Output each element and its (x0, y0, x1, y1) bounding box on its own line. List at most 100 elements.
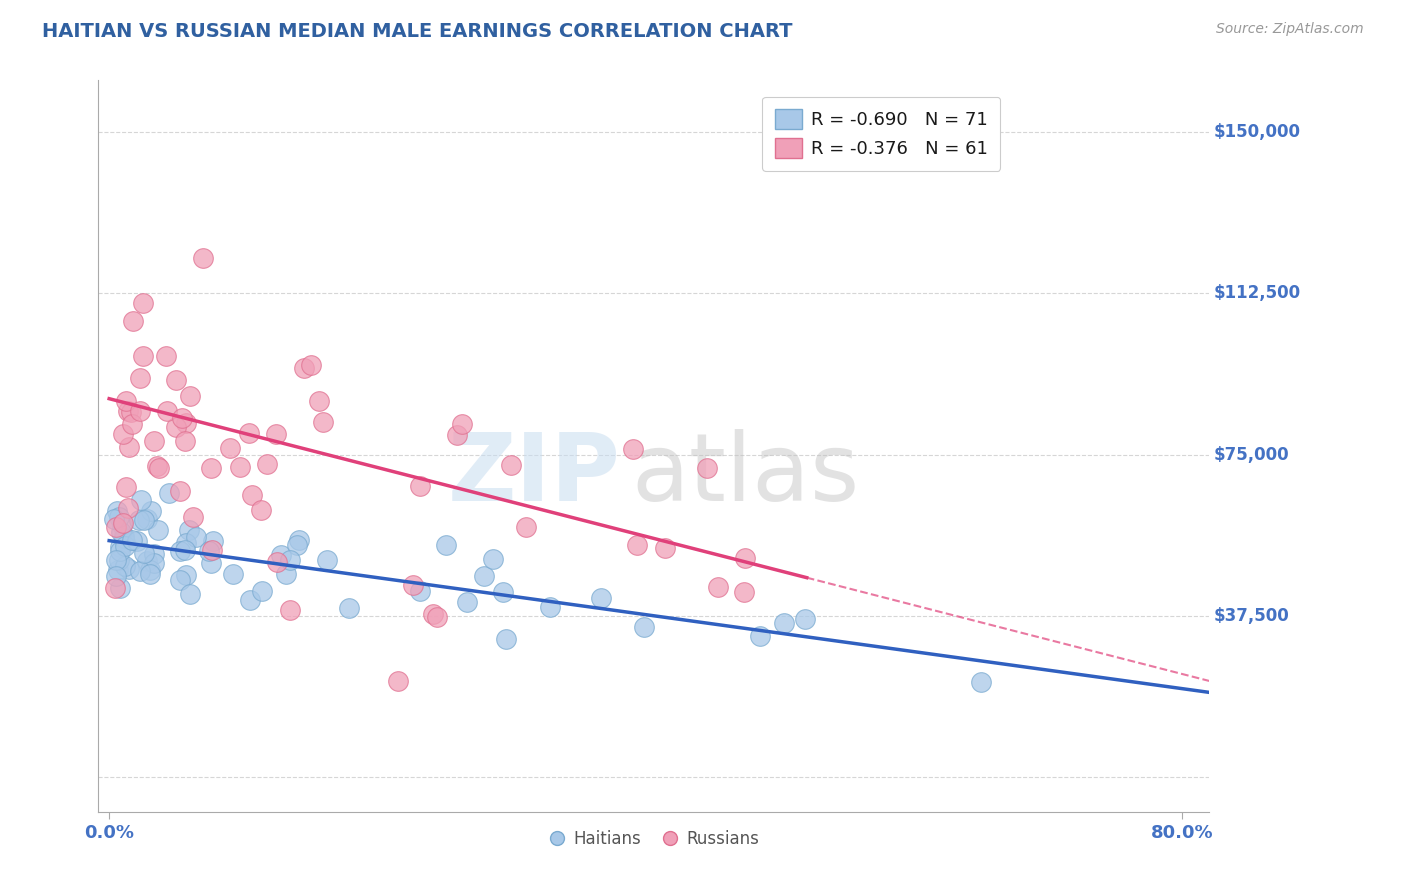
Point (112, 427, 135, 442)
Point (626, 538, 648, 552)
Point (111, 518, 134, 533)
Point (621, 442, 644, 456)
Point (748, 629, 770, 643)
Point (287, 533, 309, 547)
Point (219, 441, 242, 455)
Point (174, 536, 197, 550)
Point (200, 556, 222, 570)
Point (155, 349, 177, 363)
Point (105, 569, 128, 583)
Point (492, 585, 515, 599)
Point (143, 434, 166, 448)
Point (456, 595, 478, 609)
Point (733, 585, 755, 599)
Text: $150,000: $150,000 (1213, 123, 1301, 141)
Point (174, 567, 197, 582)
Point (250, 502, 273, 516)
Point (139, 563, 162, 577)
Point (793, 612, 815, 626)
Point (118, 562, 141, 576)
Point (179, 388, 201, 402)
Point (266, 426, 288, 441)
Point (117, 500, 139, 515)
Point (276, 567, 298, 582)
Point (191, 251, 214, 265)
Point (200, 461, 222, 475)
Point (292, 360, 315, 375)
Point (633, 619, 655, 633)
Point (131, 493, 153, 508)
Point (266, 556, 288, 570)
Point (139, 503, 162, 517)
Point (129, 371, 152, 385)
Point (156, 403, 179, 417)
Point (174, 543, 197, 558)
Point (125, 533, 148, 548)
Point (104, 581, 127, 595)
Point (179, 523, 201, 537)
Point (132, 349, 155, 363)
Point (285, 538, 308, 552)
Point (337, 601, 360, 615)
Point (409, 479, 432, 493)
Point (451, 417, 474, 431)
Point (157, 486, 180, 500)
Point (312, 416, 335, 430)
Point (110, 581, 132, 595)
Point (129, 564, 152, 578)
Text: atlas: atlas (631, 429, 860, 521)
Point (422, 607, 444, 621)
Point (316, 553, 339, 567)
Text: ZIP: ZIP (447, 429, 620, 521)
Y-axis label: Median Male Earnings: Median Male Earnings (0, 362, 7, 530)
Point (495, 632, 517, 646)
Point (142, 547, 165, 561)
Point (104, 520, 127, 534)
Point (114, 559, 136, 574)
Point (221, 566, 243, 581)
Point (499, 458, 522, 472)
Point (278, 603, 301, 617)
Point (132, 295, 155, 310)
Point (165, 373, 187, 387)
Point (270, 548, 292, 562)
Point (256, 457, 278, 471)
Point (198, 543, 221, 558)
Point (538, 600, 561, 615)
Legend: Haitians, Russians: Haitians, Russians (541, 823, 766, 855)
Point (107, 510, 129, 524)
Point (186, 530, 208, 544)
Point (117, 404, 139, 418)
Point (446, 428, 468, 442)
Point (114, 539, 136, 553)
Point (112, 529, 135, 543)
Point (181, 509, 204, 524)
Point (136, 554, 159, 568)
Point (115, 393, 138, 408)
Point (169, 484, 191, 499)
Point (239, 593, 262, 607)
Point (696, 461, 718, 475)
Text: $75,000: $75,000 (1213, 446, 1289, 464)
Point (139, 566, 162, 581)
Point (103, 512, 125, 526)
Point (472, 569, 495, 583)
Point (172, 411, 194, 425)
Text: Source: ZipAtlas.com: Source: ZipAtlas.com (1216, 22, 1364, 37)
Point (970, 675, 993, 690)
Point (142, 556, 165, 570)
Point (174, 416, 197, 430)
Point (252, 584, 274, 599)
Point (772, 616, 794, 631)
Point (146, 523, 169, 537)
Point (121, 533, 143, 547)
Point (165, 420, 187, 434)
Point (654, 541, 676, 556)
Point (589, 591, 612, 605)
Point (110, 525, 132, 540)
Point (118, 441, 141, 455)
Point (482, 552, 505, 566)
Point (115, 480, 138, 494)
Text: $112,500: $112,500 (1213, 285, 1301, 302)
Point (299, 358, 322, 372)
